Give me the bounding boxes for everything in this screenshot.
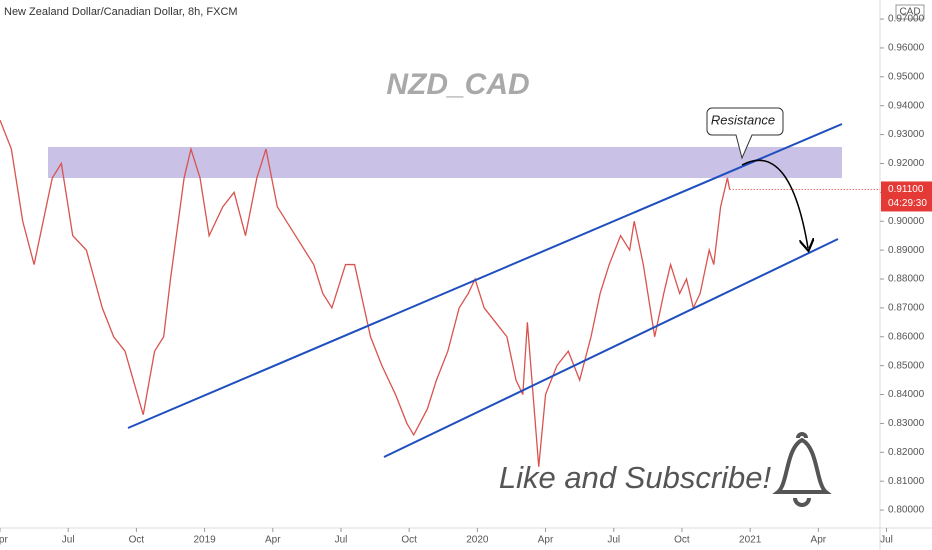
y-tick-label: 0.86000 (888, 331, 925, 342)
x-tick-label: Apr (538, 535, 554, 546)
y-tick-label: 0.90000 (888, 216, 925, 227)
price-line (0, 119, 731, 467)
x-tick-label: Oct (401, 535, 417, 546)
y-tick-label: 0.83000 (888, 418, 925, 429)
y-tick-label: 0.96000 (888, 43, 925, 54)
x-tick-label: Jul (62, 535, 75, 546)
y-tick-label: 0.88000 (888, 274, 925, 285)
y-tick-label: 0.94000 (888, 100, 925, 111)
y-tick-label: 0.84000 (888, 389, 925, 400)
y-tick-label: 0.80000 (888, 505, 925, 516)
x-tick-label: 2021 (739, 535, 762, 546)
x-tick-label: Oct (129, 535, 145, 546)
caption: Like and Subscribe! (499, 460, 772, 495)
y-tick-label: 0.82000 (888, 447, 925, 458)
x-tick-label: 2019 (193, 535, 216, 546)
last-price-box (881, 181, 932, 212)
callout-text: Resistance (711, 112, 775, 127)
x-tick-label: Apr (0, 535, 8, 546)
x-tick-label: 2020 (466, 535, 489, 546)
upper-trendline (127, 123, 843, 429)
lower-trendline (383, 238, 839, 458)
last-price-label: 0.91100 (888, 184, 924, 195)
chart-title: New Zealand Dollar/Canadian Dollar, 8h, … (4, 6, 238, 18)
x-tick-label: Apr (265, 535, 281, 546)
watermark: NZD_CAD (386, 68, 529, 101)
x-tick-label: Oct (674, 535, 690, 546)
y-tick-label: 0.81000 (888, 476, 925, 487)
x-tick-label: Apr (811, 535, 827, 546)
currency-box (895, 4, 925, 20)
y-tick-label: 0.93000 (888, 129, 925, 140)
y-tick-label: 0.87000 (888, 303, 925, 314)
countdown: 04:29:30 (888, 198, 927, 209)
forecast-arrow (741, 159, 808, 248)
bell-icon (772, 432, 832, 507)
y-tick-label: 0.85000 (888, 360, 925, 371)
y-tick-label: 0.95000 (888, 71, 925, 82)
y-tick-label: 0.89000 (888, 245, 925, 256)
y-tick-label: 0.97000 (888, 14, 925, 25)
x-tick-label: Jul (335, 535, 348, 546)
x-tick-label: Jul (607, 535, 620, 546)
callout (706, 107, 784, 160)
y-tick-label: 0.92000 (888, 158, 925, 169)
x-tick-label: Jul (880, 535, 893, 546)
resistance-zone (48, 147, 842, 178)
price-layer (0, 119, 731, 467)
currency: CAD (899, 7, 920, 18)
